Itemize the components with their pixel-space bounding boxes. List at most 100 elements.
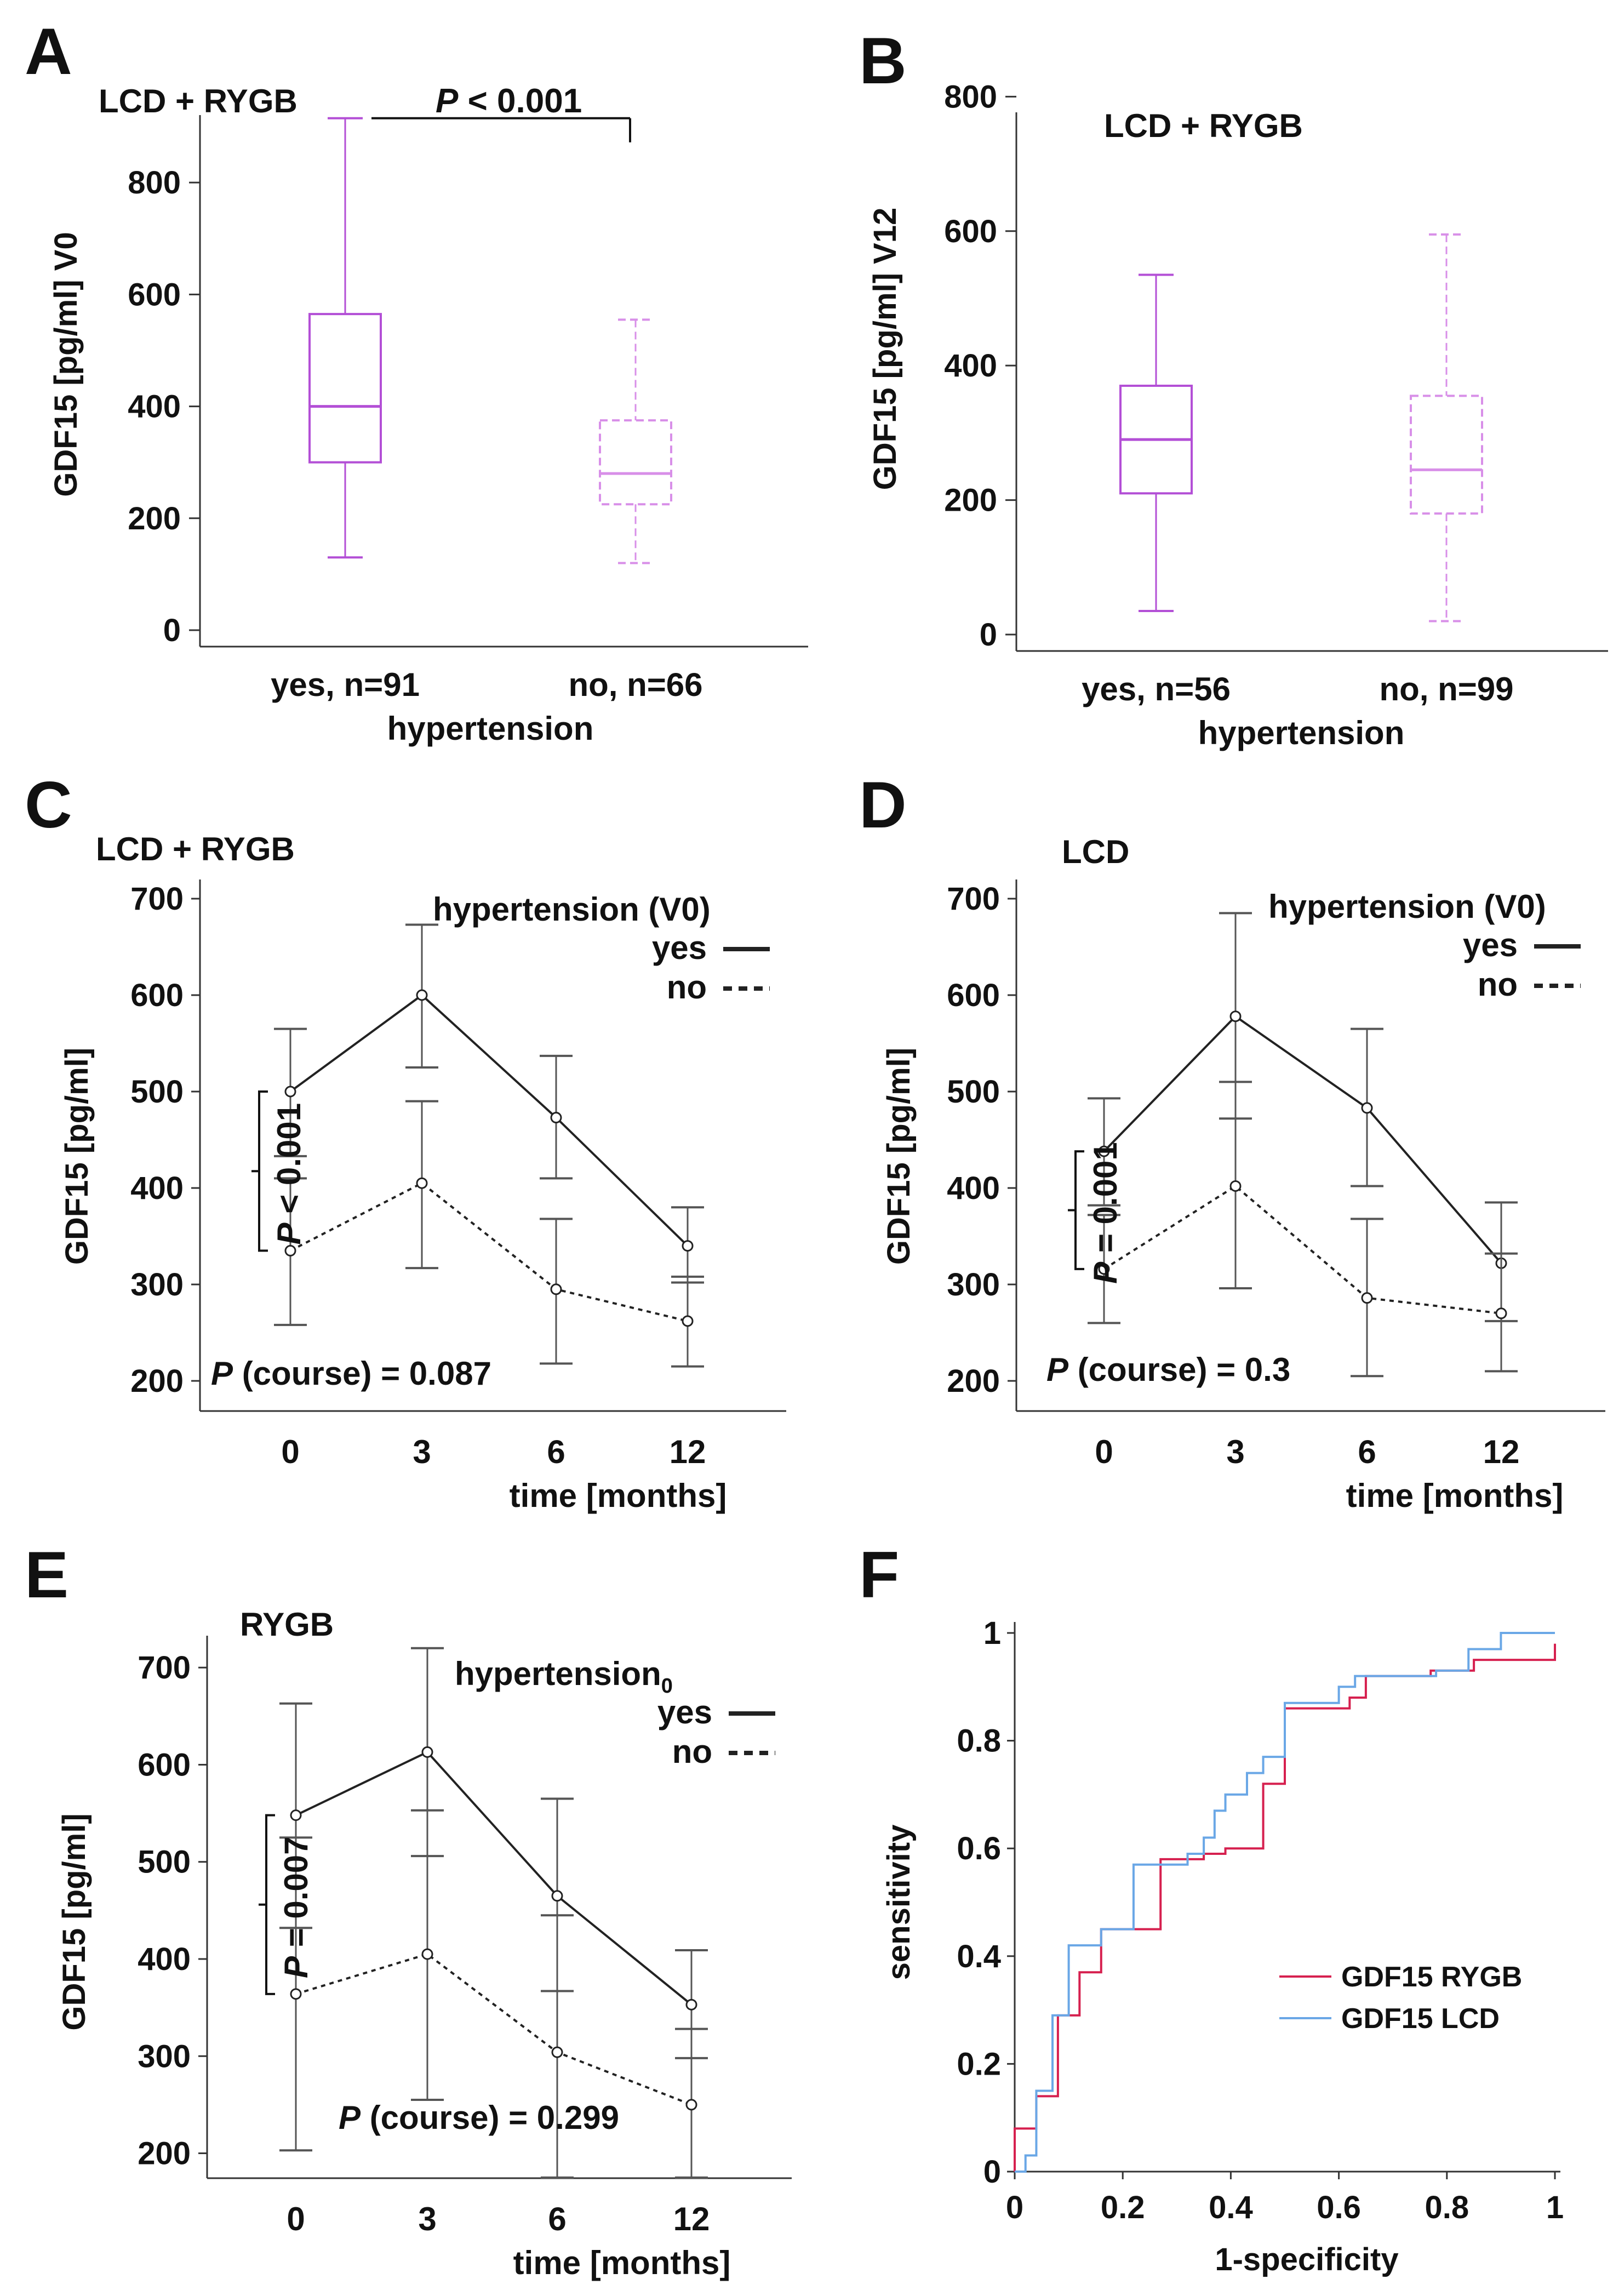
bracket-label-p-symbol: P (278, 1956, 314, 1978)
box-no (599, 318, 672, 564)
bracket-label: P < 0.001 (271, 1103, 307, 1245)
x-tick-label: 6 (1358, 1433, 1376, 1470)
significance-bracket (259, 1814, 275, 1995)
series-line-no (1103, 1185, 1502, 1315)
panel-letter-d: D (859, 768, 907, 842)
data-point (416, 1177, 428, 1189)
series-line-no (290, 1181, 688, 1322)
course-label-p-symbol: P (339, 2099, 361, 2136)
x-tick-label: 12 (1483, 1433, 1520, 1470)
panel-title: LCD + RYGB (1104, 107, 1303, 144)
y-tick-label: 800 (128, 165, 181, 201)
box-iqr (1410, 395, 1483, 515)
x-tick-label: 3 (1226, 1433, 1244, 1470)
x-axis-label: hypertension (1198, 715, 1405, 751)
series-line-yes (295, 1750, 693, 2006)
data-point (421, 1948, 433, 1960)
category-label: yes, n=56 (1082, 671, 1231, 707)
box-iqr (308, 313, 382, 464)
bracket-label-p-value: = 0.007 (278, 1836, 314, 1956)
significance-bracket (251, 1090, 268, 1252)
x-tick-label: 0 (1006, 2190, 1023, 2225)
data-point (1361, 1292, 1373, 1304)
series-line-no (295, 1952, 692, 2106)
legend-title: hypertension (V0) (1268, 888, 1546, 925)
category-label: no, n=99 (1379, 671, 1513, 707)
x-tick-label: 0 (1095, 1433, 1113, 1470)
y-tick-label: 200 (138, 2136, 191, 2172)
legend-label-yes: yes (652, 929, 707, 966)
data-point (682, 1315, 694, 1327)
y-tick-label: 200 (128, 501, 181, 536)
y-tick-label: 700 (947, 881, 1000, 917)
legend-label-no: no (667, 969, 707, 1006)
panel-a: 0 200 400 600 800 GDF15 [pg/ml] V0 LCD + RYGB y… (48, 82, 808, 747)
bracket-label-p-value: = 0.001 (1087, 1142, 1124, 1262)
data-point (550, 1283, 562, 1295)
box-iqr (599, 419, 672, 506)
x-tick-label: 0.8 (1425, 2190, 1469, 2225)
x-tick-label: 12 (673, 2201, 710, 2237)
legend-label-no: no (672, 1733, 712, 1770)
series-yes (1088, 912, 1518, 1322)
x-tick-label: 0 (287, 2201, 305, 2237)
course-label-p-value: (course) = 0.299 (361, 2099, 619, 2136)
y-tick-label: 500 (138, 1844, 191, 1880)
y-tick-label: 0 (980, 617, 997, 653)
y-tick-label: 400 (138, 1941, 191, 1977)
x-tick-label: 3 (413, 1433, 431, 1470)
legend-label-yes: yes (657, 1694, 712, 1730)
legend-title-subscript: 0 (661, 1675, 673, 1698)
legend-label-no: no (1478, 966, 1518, 1003)
y-axis-label: GDF15 [pg/ml] (59, 1048, 95, 1265)
legend-label-yes: yes (1463, 927, 1518, 963)
course-label: P (course) = 0.3 (1046, 1351, 1290, 1388)
x-tick-label: 0.6 (1317, 2190, 1361, 2225)
panel-b: 0 200 400 600 800 GDF15 [pg/ml] V12 LCD + RYGB… (867, 79, 1608, 751)
panel-letter-c: C (25, 768, 72, 842)
series-no (274, 1100, 704, 1368)
panel-title: RYGB (240, 1606, 334, 1643)
y-tick-label: 0.6 (957, 1831, 1001, 1866)
x-tick-label: 3 (418, 2201, 436, 2237)
course-label-p-symbol: P (211, 1355, 233, 1392)
y-tick-label: 0.8 (957, 1723, 1001, 1759)
panel-title: LCD + RYGB (96, 831, 295, 867)
legend-label-rygb: GDF15 RYGB (1341, 1961, 1522, 1993)
data-point (421, 1746, 433, 1758)
data-point (1495, 1307, 1507, 1320)
x-tick-label: 0 (281, 1433, 299, 1470)
y-tick-label: 0 (163, 613, 181, 648)
course-label: P (course) = 0.299 (339, 2099, 619, 2136)
data-point (1098, 1145, 1110, 1157)
data-point (685, 2099, 697, 2111)
x-tick-label: 6 (548, 2201, 566, 2237)
y-axis-label: GDF15 [pg/ml] (56, 1813, 92, 2030)
panel-title: LCD + RYGB (99, 83, 298, 119)
y-tick-label: 700 (138, 1650, 191, 1686)
y-tick-label: 600 (947, 978, 1000, 1013)
series-line-yes (1103, 1015, 1502, 1264)
y-tick-label: 300 (138, 2038, 191, 2074)
data-point (550, 1112, 562, 1124)
significance-label: P < 0.001 (436, 82, 582, 120)
panel-letter-a: A (25, 15, 72, 88)
x-tick-label: 1 (1546, 2190, 1564, 2225)
series-line-yes (289, 993, 689, 1247)
significance-bracket (1068, 1150, 1084, 1270)
y-tick-label: 200 (944, 483, 997, 518)
y-tick-label: 800 (944, 79, 997, 115)
series-yes (279, 1647, 708, 2059)
y-axis-label: GDF15 [pg/ml] (881, 1048, 917, 1265)
data-point (551, 1890, 563, 1902)
data-point (284, 1086, 296, 1098)
x-axis-label: time [months] (510, 1477, 727, 1514)
y-tick-label: 500 (947, 1074, 1000, 1110)
x-axis-label: time [months] (1346, 1477, 1564, 1514)
y-tick-label: 300 (130, 1267, 184, 1303)
category-label: yes, n=91 (271, 666, 420, 703)
panel-e: 200 300 400 500 600 700 GDF15 [pg/ml] RYGB 0 3 6 12… (56, 1606, 792, 2281)
y-tick-label: 600 (138, 1747, 191, 1783)
legend-label-lcd: GDF15 LCD (1341, 2003, 1500, 2035)
